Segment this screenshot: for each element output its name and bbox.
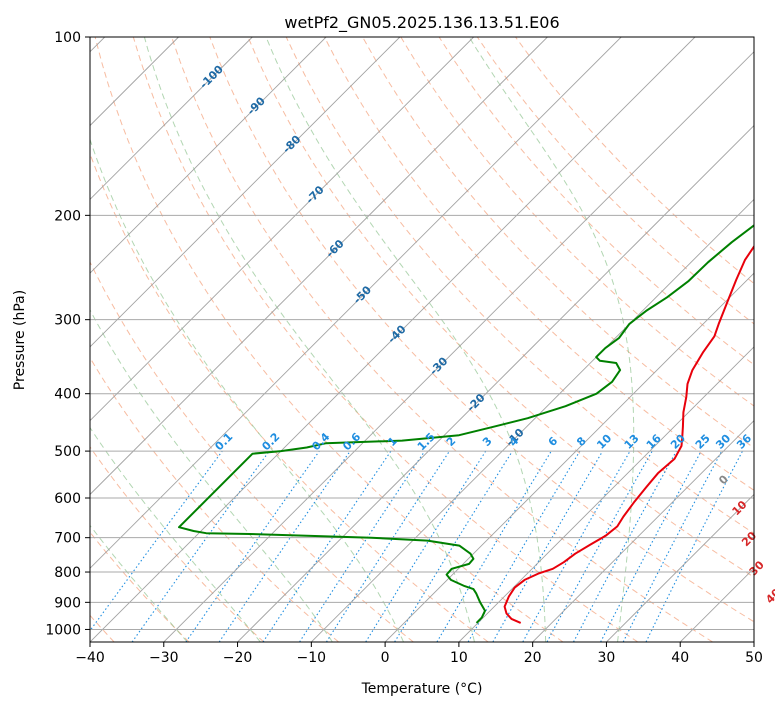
isotherm-label: -20 — [464, 391, 487, 414]
dry-adiabat-line — [0, 37, 339, 642]
x-tick-label: −20 — [223, 650, 253, 666]
mixing-ratio-label: 0.1 — [212, 430, 235, 453]
y-tick-label: 1000 — [45, 622, 81, 638]
mixing-ratio-label: 1.5 — [415, 430, 438, 453]
mixing-ratio-label: 20 — [668, 431, 688, 451]
y-axis-label: Pressure (hPa) — [12, 290, 28, 390]
mixing-ratio-label: 3 — [480, 434, 495, 449]
isotherm-line — [0, 37, 547, 642]
isotherm-line — [311, 37, 775, 642]
mixing-ratio-label: 6 — [546, 434, 561, 449]
mixing-ratio-line — [601, 451, 702, 642]
isotherm-line — [533, 37, 775, 642]
mixing-ratio-label: 0.4 — [309, 430, 332, 453]
isotherm-line — [754, 37, 775, 642]
x-tick-label: 20 — [524, 650, 542, 666]
isotherm-line — [680, 37, 775, 642]
mixing-ratio-label: 10 — [594, 431, 614, 451]
y-tick-label: 800 — [54, 565, 81, 581]
mixing-ratio-label: 25 — [693, 432, 713, 452]
mixing-ratio-line — [366, 451, 486, 642]
isotherm-line — [16, 37, 621, 642]
mixing-ratio-label: 13 — [622, 432, 642, 452]
y-tick-label: 500 — [54, 444, 81, 460]
isotherm-label: -60 — [323, 237, 346, 260]
mixing-ratio-line — [326, 451, 449, 642]
adiabat-label: 10 — [730, 498, 750, 518]
x-tick-label: 40 — [671, 650, 689, 666]
isotherm-label: -40 — [385, 322, 408, 345]
mixing-ratio-label: 1 — [385, 434, 400, 449]
x-tick-label: −30 — [149, 650, 179, 666]
x-tick-label: 10 — [450, 650, 468, 666]
y-tick-label: 100 — [54, 30, 81, 46]
adiabat-label: 40 — [763, 586, 775, 606]
dry-adiabat-line — [95, 37, 563, 642]
isotherm-label: -90 — [245, 94, 268, 117]
y-tick-label: 400 — [54, 387, 81, 403]
x-tick-label: 50 — [745, 650, 763, 666]
mixing-ratio-label: 30 — [713, 431, 733, 451]
adiabat-label: 20 — [739, 529, 759, 549]
y-tick-label: 900 — [54, 595, 81, 611]
dry-adiabat-line — [172, 37, 713, 642]
moist-adiabat-line — [4, 37, 333, 642]
chart-title: wetPf2_GN05.2025.136.13.51.E06 — [284, 13, 559, 33]
y-tick-label: 200 — [54, 208, 81, 224]
mixing-ratio-line — [547, 451, 652, 642]
mixing-ratio-line — [263, 451, 391, 642]
dry-adiabat-line — [19, 37, 414, 642]
x-axis-label: Temperature (°C) — [361, 681, 483, 697]
mixing-ratio-line — [437, 451, 551, 642]
mixing-ratio-label: 36 — [734, 431, 754, 451]
mixing-ratio-label: 0.2 — [259, 430, 282, 453]
moist-adiabat-line — [469, 37, 634, 642]
mixing-ratio-line — [523, 451, 630, 642]
moist-adiabat-line — [0, 37, 260, 642]
moist-adiabat-line — [63, 37, 403, 642]
mixing-ratio-line — [82, 451, 223, 642]
x-tick-label: −10 — [297, 650, 327, 666]
isotherm-label: -70 — [303, 183, 326, 206]
dry-adiabat-line — [133, 37, 638, 642]
moist-adiabat-line — [0, 37, 187, 642]
mixing-ratio-label: 2 — [444, 434, 459, 449]
isotherm-label: -80 — [280, 133, 303, 156]
dry-adiabat-line — [439, 37, 775, 642]
dewpoint-profile-line — [179, 37, 775, 623]
y-tick-label: 300 — [54, 313, 81, 329]
isotherm-line — [0, 37, 400, 642]
mixing-ratio-label: 8 — [574, 434, 589, 449]
mixing-ratio-label: 16 — [644, 431, 664, 451]
dry-adiabat-line — [0, 37, 189, 642]
dry-adiabat-line — [57, 37, 488, 642]
dry-adiabat-line — [516, 37, 775, 642]
y-tick-label: 700 — [54, 531, 81, 547]
sounding-curves — [179, 37, 775, 623]
isotherm-label: -30 — [427, 354, 450, 377]
y-tick-label: 600 — [54, 491, 81, 507]
dry-adiabat-line — [0, 37, 264, 642]
mixing-ratio-line — [300, 451, 425, 642]
adiabat-label: 30 — [747, 558, 767, 578]
isotherm-line — [0, 37, 252, 642]
mixing-ratio-label: 0.6 — [340, 430, 363, 453]
mixing-ratio-line — [219, 451, 350, 642]
x-tick-label: 0 — [381, 650, 390, 666]
isotherm-line — [0, 37, 326, 642]
x-tick-label: 30 — [598, 650, 616, 666]
x-tick-label: −40 — [75, 650, 105, 666]
adiabat-label: 0 — [716, 472, 731, 487]
